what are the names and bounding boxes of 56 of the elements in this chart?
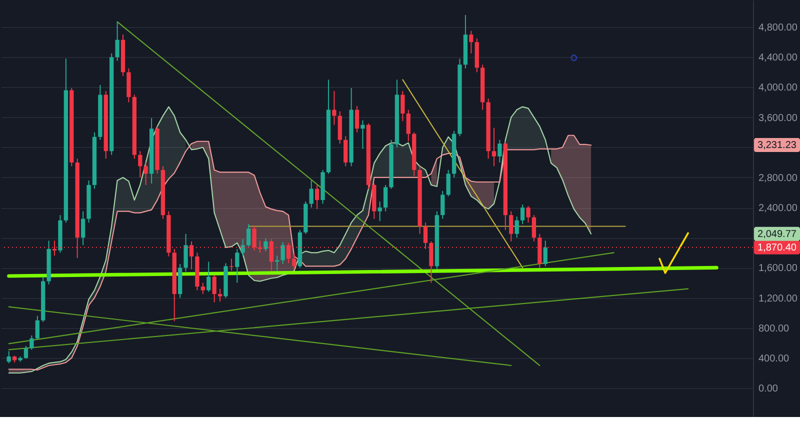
candlestick xyxy=(509,210,514,242)
candlestick xyxy=(218,288,222,302)
candlestick xyxy=(532,214,536,242)
candlestick xyxy=(235,248,240,284)
y-tick-label: 400.00 xyxy=(758,353,790,364)
candlestick xyxy=(30,334,34,350)
candlestick xyxy=(446,169,450,197)
candlestick xyxy=(6,350,11,364)
candlestick xyxy=(520,204,525,225)
text: 2,049.77 xyxy=(758,228,797,240)
candlestick xyxy=(469,30,474,54)
candlestick xyxy=(264,238,268,252)
candlestick xyxy=(498,139,502,163)
candlestick xyxy=(543,240,548,267)
y-tick-label: 4,800.00 xyxy=(758,22,798,34)
candlestick xyxy=(309,180,314,208)
candlestick xyxy=(138,150,142,178)
candlestick xyxy=(212,274,216,303)
candlestick xyxy=(360,120,365,150)
ref-line-label: 1,870.40 xyxy=(758,242,797,254)
y-tick-label: 4,400.00 xyxy=(758,52,798,64)
candlestick xyxy=(24,345,28,360)
candlestick xyxy=(280,242,285,264)
candlestick xyxy=(246,224,251,248)
candlestick xyxy=(514,216,519,238)
candlestick xyxy=(354,106,360,133)
text: 3,231.23 xyxy=(758,140,797,152)
candlestick xyxy=(492,127,496,167)
y-tick-label: 800.00 xyxy=(758,323,790,334)
candlestick xyxy=(206,261,211,292)
y-tick-label: 2,800.00 xyxy=(758,172,798,184)
candlestick xyxy=(229,258,234,272)
candlestick xyxy=(144,162,148,186)
candlestick xyxy=(314,184,320,210)
y-tick-label: 1,200.00 xyxy=(758,293,798,304)
candlestick xyxy=(378,201,382,222)
candlestick xyxy=(406,109,410,142)
candlestick xyxy=(526,206,530,224)
candlestick xyxy=(80,210,86,246)
candlestick xyxy=(200,282,205,295)
candlestick xyxy=(275,255,280,272)
y-tick-label: 3,600.00 xyxy=(758,112,798,124)
candlestick xyxy=(184,233,188,272)
candlestick xyxy=(35,315,40,340)
y-tick-label: 0.00 xyxy=(758,384,778,395)
candlestick xyxy=(332,90,336,126)
candlestick xyxy=(292,252,296,270)
y-tick-label: 2,400.00 xyxy=(758,203,798,214)
candlestick xyxy=(344,136,348,167)
candlestick xyxy=(400,90,405,122)
candlestick xyxy=(240,238,245,257)
candlestick xyxy=(115,21,120,62)
candlestick xyxy=(383,184,388,212)
candlestick xyxy=(440,190,445,220)
y-tick-label: 4,000.00 xyxy=(758,82,798,94)
y-tick-label: 1,600.00 xyxy=(758,263,798,274)
